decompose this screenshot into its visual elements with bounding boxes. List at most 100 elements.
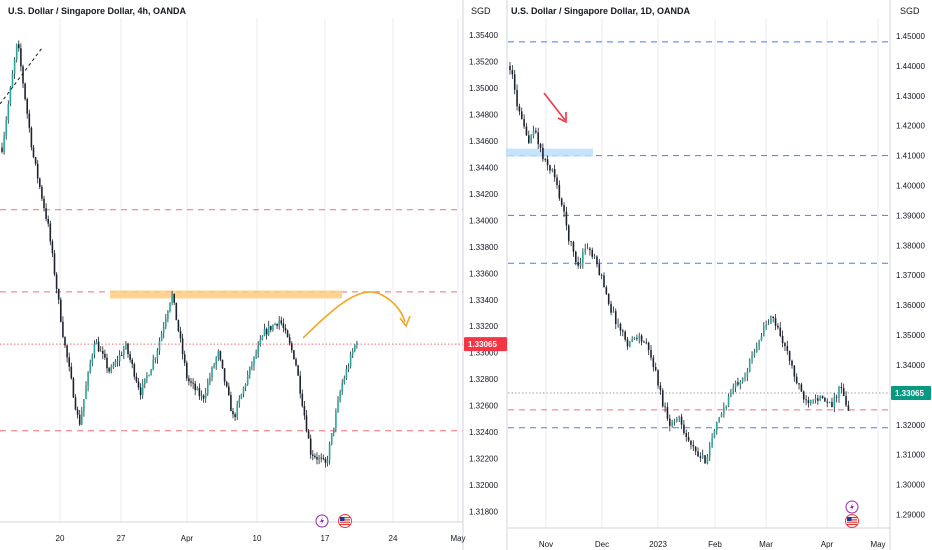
- left-candle-body: [177, 320, 180, 332]
- left-y-tick-label: 1.32600: [469, 402, 498, 411]
- right-x-tick-label: Mar: [759, 540, 773, 549]
- left-candle-body: [118, 354, 121, 362]
- left-lightning-icon: [315, 514, 329, 528]
- left-x-tick-label: 24: [389, 534, 398, 543]
- left-candle-body: [28, 113, 31, 128]
- left-candle-body: [173, 293, 175, 303]
- left-candle-body: [57, 288, 60, 300]
- left-candle-body: [181, 338, 184, 355]
- red-trend-arrow: [543, 92, 566, 121]
- left-candle-body: [91, 354, 94, 364]
- right-candle-body: [800, 384, 803, 392]
- right-candle-body: [586, 248, 589, 250]
- left-y-tick-label: 1.33400: [469, 296, 498, 305]
- left-candle-body: [253, 356, 255, 366]
- right-grid: [545, 18, 879, 528]
- left-x-tick-label: 20: [56, 534, 65, 543]
- right-candle-body: [666, 407, 669, 419]
- left-candle-body: [45, 208, 47, 219]
- left-candle-body: [13, 59, 16, 74]
- left-candle-body: [62, 321, 64, 338]
- left-candle-body: [30, 127, 33, 148]
- right-candle-body: [612, 311, 615, 313]
- right-candle-body: [614, 311, 617, 325]
- right-candle-body: [643, 341, 645, 343]
- left-candle-body: [158, 341, 161, 351]
- right-candle-body: [831, 401, 833, 407]
- right-y-tick-label: 1.29000: [896, 511, 925, 520]
- right-y-tick-label: 1.35000: [896, 331, 925, 340]
- right-x-tick-label: Dec: [595, 540, 609, 549]
- left-candle-body: [270, 325, 272, 330]
- left-y-tick-label: 1.35000: [469, 84, 498, 93]
- left-candle-body: [175, 302, 178, 321]
- right-candle-body: [676, 418, 678, 421]
- right-candle-body: [664, 406, 666, 408]
- left-x-tick-label: 10: [253, 534, 262, 543]
- left-candle-body: [251, 365, 253, 367]
- left-candle-body: [112, 365, 115, 368]
- left-candle-body: [265, 328, 268, 335]
- right-candle-body: [795, 376, 798, 384]
- left-candle-body: [335, 411, 337, 428]
- right-y-tick-label: 1.44000: [896, 62, 925, 71]
- left-x-tick-label: 27: [117, 534, 126, 543]
- left-candle-body: [272, 324, 274, 330]
- right-candle-body: [659, 385, 662, 391]
- right-candle-body: [734, 382, 737, 388]
- right-candle-body: [636, 338, 638, 339]
- left-candle-body: [123, 348, 125, 356]
- left-y-tick-label: 1.35200: [469, 58, 498, 67]
- left-candle-body: [89, 363, 91, 373]
- left-chart-title: U.S. Dollar / Singapore Dollar, 4h, OAND…: [8, 6, 187, 16]
- right-candle-body: [593, 256, 596, 258]
- left-candle-body: [83, 399, 85, 412]
- left-candle-body: [154, 358, 157, 360]
- left-candle-body: [60, 299, 62, 322]
- right-candle-body: [739, 381, 742, 385]
- right-candle-body: [607, 293, 610, 304]
- right-candle-body: [723, 407, 725, 414]
- left-candle-body: [230, 395, 232, 412]
- left-candle-body: [324, 458, 327, 463]
- right-x-tick-label: Apr: [821, 540, 834, 549]
- left-candle-body: [156, 350, 159, 359]
- right-candle-body: [810, 399, 812, 404]
- left-candle-body: [110, 367, 112, 372]
- right-y-tick-label: 1.43000: [896, 92, 925, 101]
- left-candle-body: [326, 460, 329, 463]
- left-y-tick-label: 1.34000: [469, 216, 498, 225]
- left-candle-body: [190, 381, 192, 383]
- left-y-tick-label: 1.31800: [469, 507, 498, 516]
- right-candle-body: [784, 343, 786, 347]
- right-x-tick-label: May: [870, 540, 885, 549]
- right-candle-body: [748, 359, 751, 372]
- left-price-badge-label: 1.33065: [468, 340, 497, 349]
- left-candle-body: [179, 331, 182, 339]
- right-candle-body: [791, 360, 793, 366]
- right-candle-body: [770, 316, 772, 324]
- right-candle-body: [711, 437, 713, 447]
- right-candle-body: [563, 205, 565, 212]
- right-candle-body: [657, 370, 659, 386]
- right-candle-body: [706, 456, 709, 464]
- left-candle-body: [78, 414, 81, 425]
- right-y-tick-label: 1.30000: [896, 481, 925, 490]
- left-candle-body: [74, 397, 77, 410]
- right-candle-body: [786, 346, 789, 351]
- right-x-tick-label: 2023: [649, 540, 667, 549]
- left-levels: [0, 209, 463, 432]
- left-unit-label: SGD: [471, 6, 491, 16]
- right-levels: [506, 41, 890, 429]
- left-candle-body: [236, 403, 238, 418]
- left-candle-body: [135, 376, 138, 382]
- right-candle-body: [591, 249, 594, 257]
- right-candle-body: [807, 400, 810, 404]
- right-candle-body: [720, 413, 723, 418]
- right-y-tick-label: 1.40000: [896, 182, 925, 191]
- left-candle-body: [301, 393, 304, 406]
- left-candle-body: [314, 455, 316, 458]
- right-candle-body: [763, 326, 765, 337]
